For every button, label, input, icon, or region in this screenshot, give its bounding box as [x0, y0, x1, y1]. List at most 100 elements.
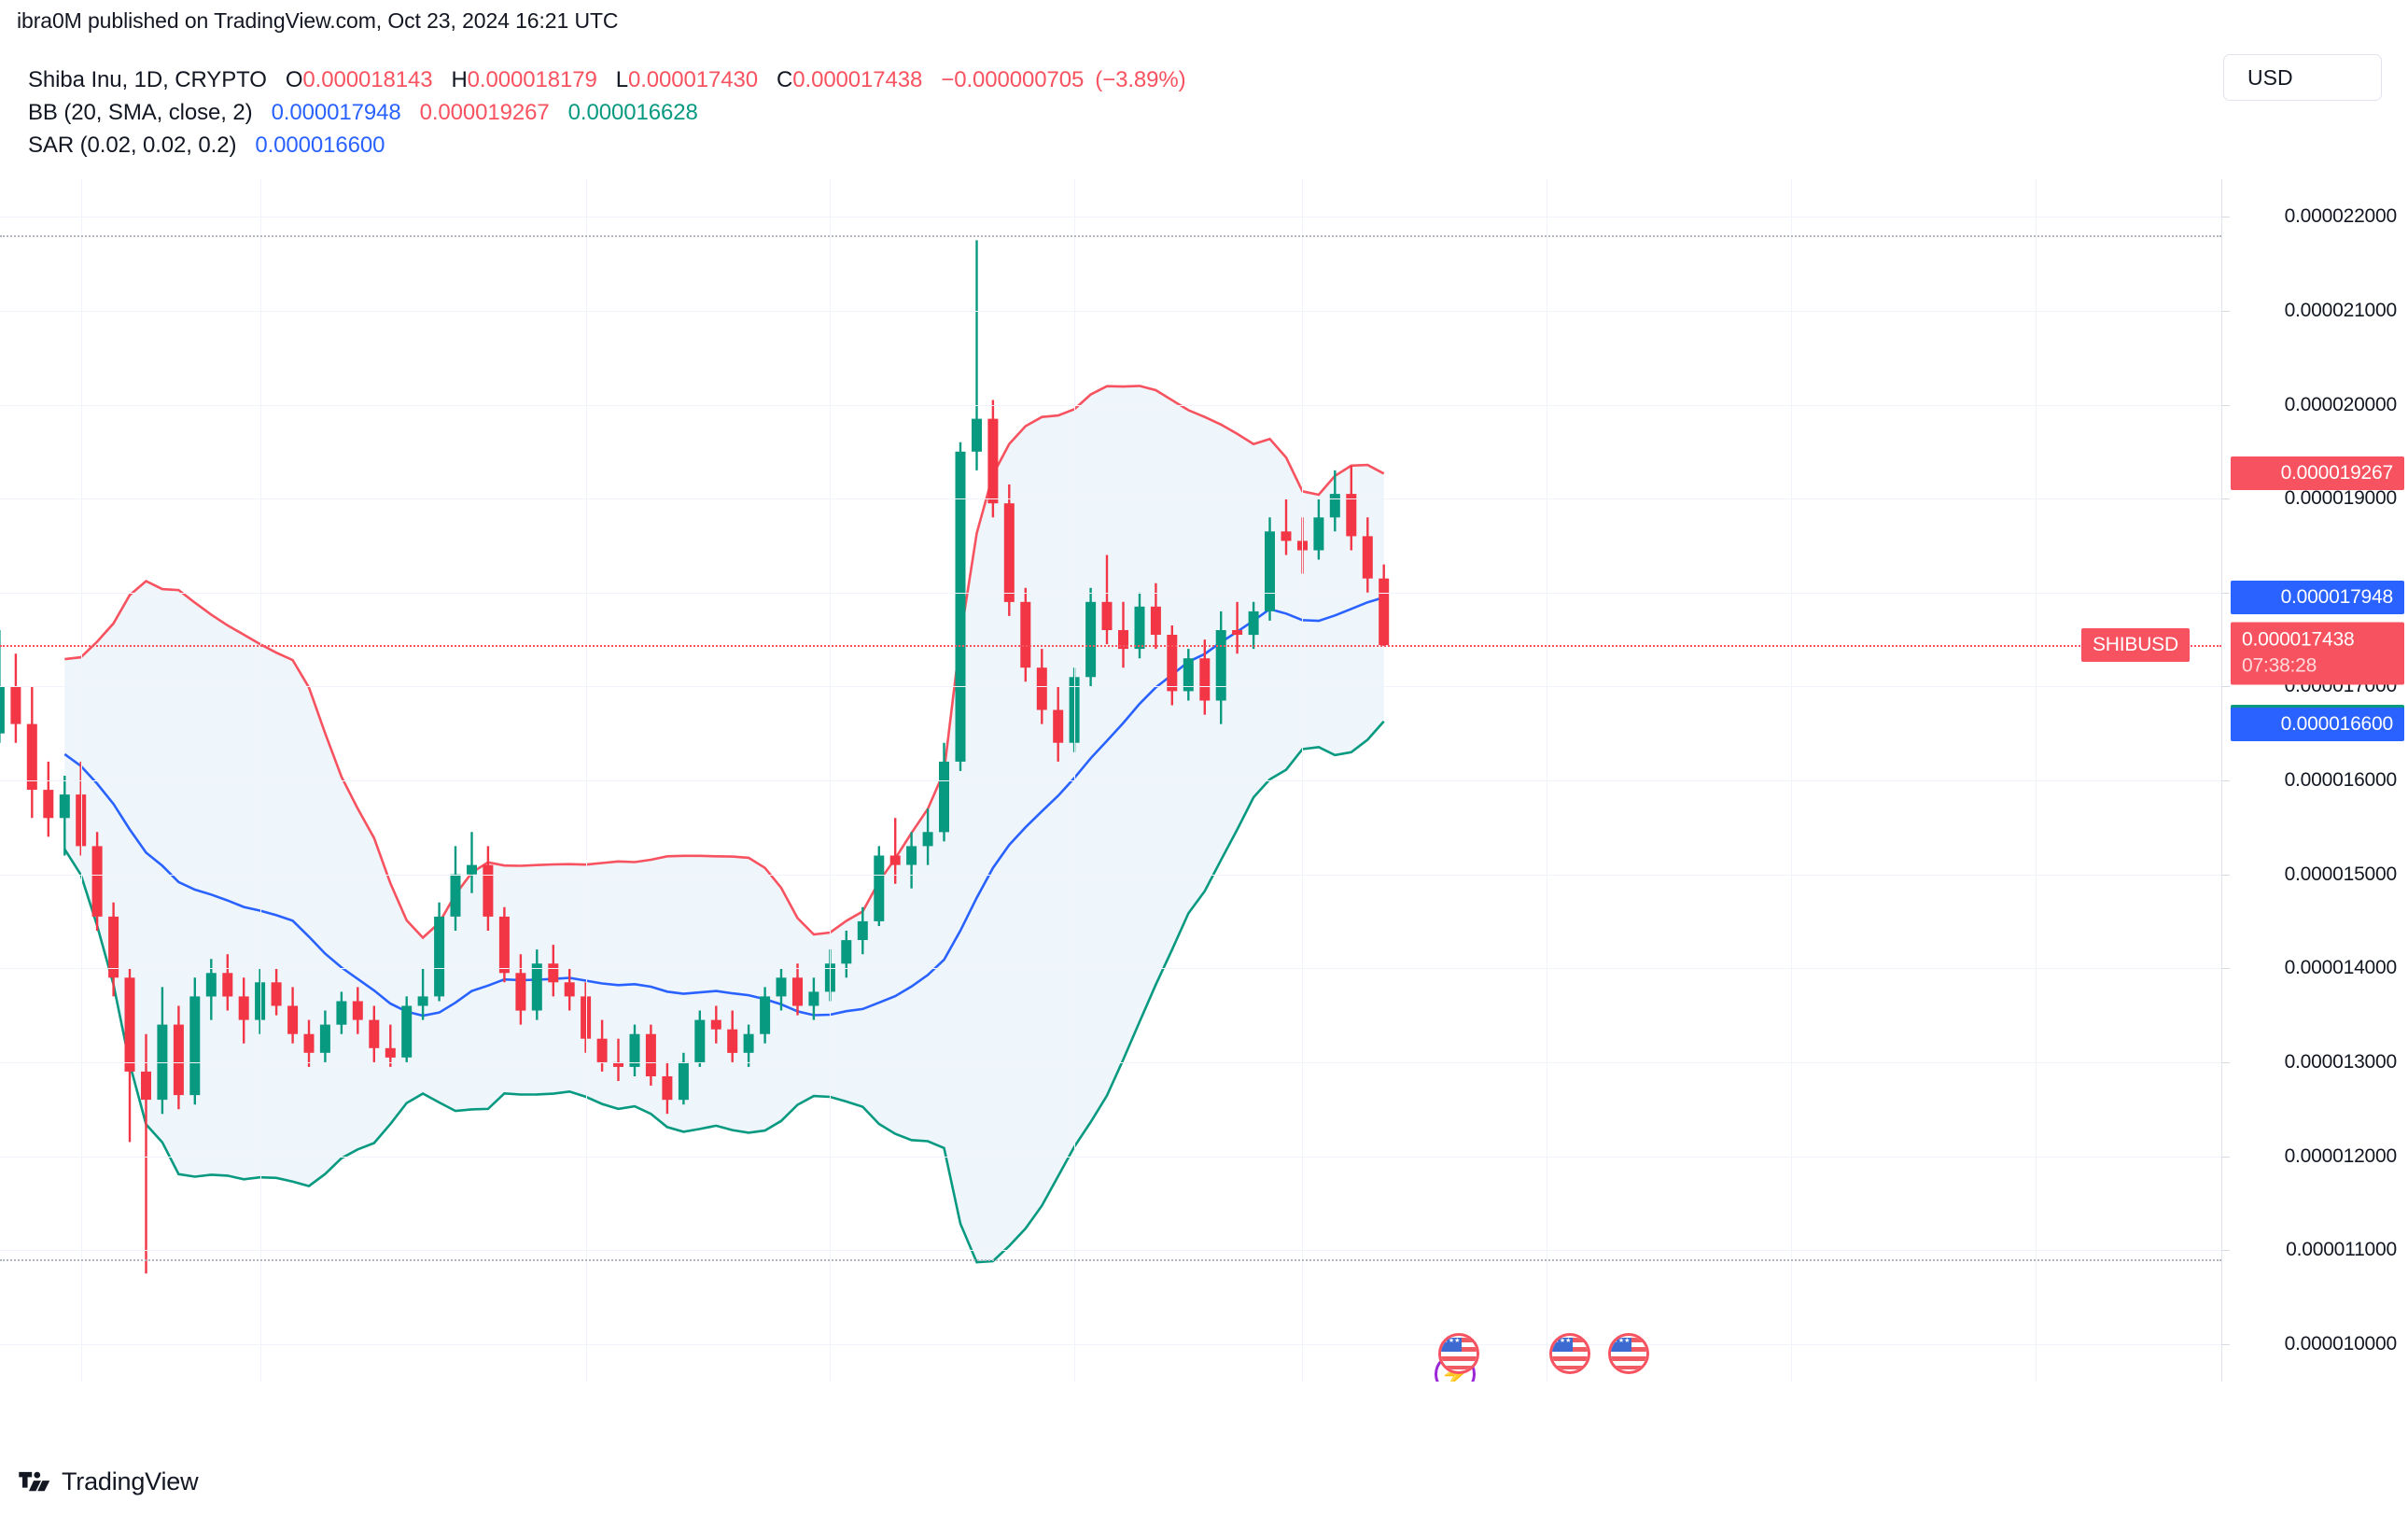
candle-body [792, 977, 803, 1006]
legend-sar-title: SAR (0.02, 0.02, 0.2) [28, 133, 237, 158]
price-axis-tick-label: 0.000015000 [2284, 863, 2398, 885]
legend-bb-row[interactable]: BB (20, SMA, close, 2) 0.000017948 0.00001… [28, 96, 1186, 129]
tradingview-branding: TradingView [19, 1467, 199, 1496]
legend-bb-basis-value: 0.000017948 [271, 100, 401, 125]
time-gridline [1302, 179, 1304, 1382]
candle-body [1134, 606, 1145, 650]
flag-canton: ★★★ [1552, 1338, 1573, 1352]
bb-basis-price-badge[interactable]: 0.000017948 [2231, 580, 2404, 614]
bar-countdown: 07:38:28 [2242, 654, 2317, 677]
candle-body [124, 977, 135, 1072]
price-tick-mark [2222, 498, 2230, 500]
candle-body [369, 1019, 380, 1048]
candle-body [1215, 630, 1226, 701]
price-gridline [0, 498, 2221, 500]
candle-body [564, 982, 575, 997]
currency-unit-button[interactable]: USD [2223, 54, 2382, 101]
candle-body [955, 451, 966, 762]
candle-body [141, 1071, 151, 1101]
price-plot-area[interactable]: SHIBUSD⚡★★★★★★★★★ [0, 179, 2221, 1382]
candle-body [0, 686, 5, 734]
symbol-price-tag[interactable]: SHIBUSD [2081, 628, 2190, 663]
last-price-reference-line [0, 645, 2221, 648]
candle-body [255, 982, 266, 1020]
candle-body [1183, 658, 1194, 692]
price-gridline [0, 780, 2221, 781]
candle-body [238, 996, 249, 1020]
price-gridline [0, 686, 2221, 688]
price-gridline [0, 968, 2221, 970]
candle-body [222, 973, 233, 997]
candle-body [1248, 611, 1259, 636]
price-tick-mark [2222, 780, 2230, 781]
legend-high-label: H [451, 67, 468, 92]
price-gridline [0, 592, 2221, 594]
candle-body [205, 973, 217, 997]
legend-sar-row[interactable]: SAR (0.02, 0.02, 0.2) 0.000016600 [28, 129, 1186, 161]
candle-body [776, 977, 787, 997]
us-economic-event-marker-1[interactable]: ★★★ [1438, 1333, 1479, 1374]
us-flag-icon: ★★★ [1549, 1333, 1590, 1374]
time-gridline [259, 179, 261, 1382]
last-price-badge[interactable]: 0.000017438 07:38:28 [2231, 622, 2404, 685]
legend-close-label: C [777, 67, 793, 92]
candle-body [1281, 531, 1292, 541]
price-axis-tick-label: 0.000022000 [2284, 205, 2398, 228]
candle-body [173, 1024, 184, 1096]
candle-body [662, 1076, 673, 1101]
candle-body [743, 1033, 754, 1053]
candle-body [271, 982, 282, 1006]
legend-sar-value: 0.000016600 [255, 133, 385, 158]
candle-body [1003, 503, 1015, 602]
candle-body [1053, 709, 1064, 743]
price-tick-mark [2222, 217, 2230, 218]
candle-body [857, 920, 868, 940]
candle-body [1036, 667, 1047, 710]
candle-body [189, 996, 201, 1096]
price-axis-tick-label: 0.000013000 [2284, 1050, 2398, 1073]
candle-body [1101, 601, 1113, 630]
candle-body [1167, 635, 1178, 692]
legend-ohlc-row[interactable]: Shiba Inu, 1D, CRYPTO O0.000018143 H0.0000… [28, 63, 1186, 96]
candle-body [1346, 494, 1357, 537]
legend-change-percent: (−3.89%) [1095, 67, 1186, 92]
candle-body [808, 991, 819, 1006]
candle-body [26, 723, 37, 790]
candle-body [841, 940, 852, 964]
price-axis-tick-label: 0.000016000 [2284, 769, 2398, 791]
candle-body [613, 1061, 623, 1067]
price-tick-mark [2222, 1343, 2230, 1345]
candle-body [1329, 494, 1340, 518]
candle-body [694, 1019, 706, 1062]
candle-body [401, 1005, 413, 1058]
candle-body [417, 996, 428, 1006]
price-axis[interactable]: 0.000010000 0.000011000 0.000012000 0.00001… [2221, 179, 2408, 1382]
legend-bb-lower-value: 0.000016628 [567, 100, 698, 125]
candle-body [1150, 606, 1161, 635]
us-economic-event-marker-2[interactable]: ★★★ [1549, 1333, 1590, 1374]
period-low-reference-line [0, 1259, 2221, 1262]
price-axis-tick-label: 0.000011000 [2286, 1239, 2397, 1261]
candle-body [515, 973, 526, 1011]
chart-panel: SHIBUSD⚡★★★★★★★★★ 0.0000100000.000011000… [0, 179, 2408, 1382]
candle-body [1199, 658, 1211, 701]
sar-price-badge[interactable]: 0.000016600 [2231, 707, 2404, 741]
us-flag-icon: ★★★ [1608, 1333, 1649, 1374]
candle-body [1232, 630, 1243, 635]
candle-body [59, 794, 70, 819]
price-gridline [0, 1250, 2221, 1252]
legend-open-label: O [285, 67, 303, 92]
legend-bb-upper-value: 0.000019267 [419, 100, 550, 125]
us-economic-event-marker-3[interactable]: ★★★ [1608, 1333, 1649, 1374]
candle-body [10, 686, 21, 724]
candle-body [91, 846, 103, 917]
candle-body [108, 916, 119, 978]
price-tick-mark [2222, 1061, 2230, 1063]
candle-body [1379, 578, 1390, 646]
price-tick-mark [2222, 310, 2230, 312]
candle-body [645, 1033, 656, 1076]
price-gridline [0, 404, 2221, 406]
candle-body [629, 1033, 640, 1067]
bb-upper-price-badge[interactable]: 0.000019267 [2231, 456, 2404, 491]
